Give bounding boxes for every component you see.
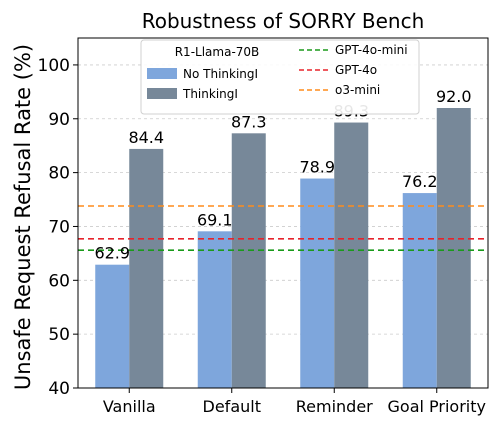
axes: 40 50 60 70 80 90 100 Vanilla Default Reminder Goa… <box>38 37 489 416</box>
y-axis-label: Unsafe Request Refusal Rate (%) <box>11 44 35 390</box>
legend-swatch <box>147 88 177 99</box>
bar <box>231 133 266 388</box>
y-tick-label: 60 <box>48 271 70 291</box>
bar-value-label: 78.9 <box>299 158 335 177</box>
bar <box>95 264 130 388</box>
bar-value-label: 92.0 <box>436 87 472 106</box>
x-tick-label: Vanilla <box>103 397 156 416</box>
bar-value-label: 84.4 <box>128 128 164 147</box>
bar-value-label: 62.9 <box>94 244 130 263</box>
bar <box>197 231 232 388</box>
bar <box>129 148 164 388</box>
legend-swatch <box>147 68 177 79</box>
chart-title: Robustness of SORRY Bench <box>142 9 425 33</box>
bar-value-label: 76.2 <box>402 172 438 191</box>
bar <box>436 108 471 388</box>
y-tick-label: 100 <box>38 56 70 76</box>
y-tick-label: 90 <box>48 110 70 130</box>
x-tick-label: Goal Priority <box>388 397 486 416</box>
legend-label: o3-mini <box>335 83 380 97</box>
bar <box>334 122 369 389</box>
bar-value-label: 69.1 <box>197 210 233 229</box>
bars <box>95 108 471 389</box>
y-tick-label: 50 <box>48 325 70 345</box>
bar-value-label: 87.3 <box>231 112 267 131</box>
x-tick-label: Default <box>203 397 261 416</box>
x-tick-label: Reminder <box>296 397 373 416</box>
reference-lines <box>78 205 488 251</box>
legend-label: GPT-4o-mini <box>335 43 408 57</box>
legend-label: ThinkingI <box>182 87 238 101</box>
y-tick-label: 80 <box>48 164 70 184</box>
bar <box>300 178 335 388</box>
legend-label: GPT-4o <box>335 63 377 77</box>
legend: R1-Llama-70B No ThinkingI ThinkingI GPT-4o-… <box>140 39 420 115</box>
bar <box>402 193 437 388</box>
legend-box <box>140 39 420 115</box>
y-tick-label: 70 <box>48 217 70 237</box>
plot-frame <box>77 37 489 389</box>
data-labels: 62.984.469.187.378.989.376.292.0 <box>94 87 471 263</box>
legend-label: No ThinkingI <box>183 67 258 81</box>
y-tick-label: 40 <box>48 379 70 399</box>
legend-title: R1-Llama-70B <box>175 45 260 59</box>
